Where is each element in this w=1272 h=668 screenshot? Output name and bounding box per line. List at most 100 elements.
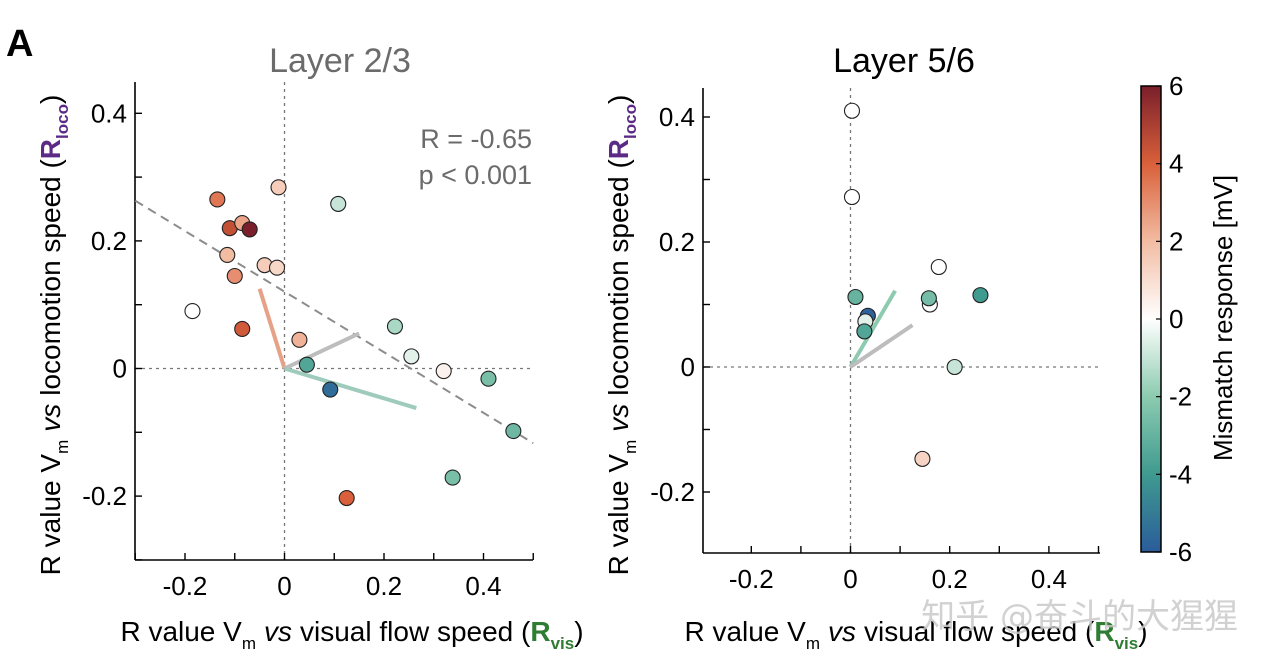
panel-layer-2-3: -0.2 0 0.2 0.4 -0.2 0 0.2 0.4 Layer 2/3 R = -0… [35,42,584,653]
x-label-sub: m [806,634,820,653]
colorbar-tick-label: -4 [1169,459,1192,489]
y-label-close: ) [603,95,634,104]
data-point [444,469,461,486]
stats-p: p < 0.001 [419,160,532,190]
vector-negative [283,366,417,410]
data-point [403,348,420,365]
vector-positive [257,288,287,370]
x-label-rest: visual flow speed ( [300,616,531,647]
y-tick-label: 0.2 [659,227,695,257]
zero-reference-lines [703,88,1100,553]
x-tick-label: -0.2 [163,571,208,601]
colorbar: 6 4 2 0 -2 -4 -6 Mismatch response [mV] [1140,71,1238,567]
x-label-close: ) [1138,616,1147,647]
mean-vectors [257,288,417,410]
panel-letter: A [6,23,33,65]
y-axis-label: R value Vm vs locomotion speed (Rloco) [603,95,640,576]
regression-line [134,199,534,445]
x-label-vs: vs [828,616,856,647]
x-tick-label: 0.2 [932,564,968,594]
data-point [480,370,497,387]
data-point [184,303,201,320]
data-points [184,179,522,507]
data-point [914,450,931,467]
x-label-close: ) [574,616,583,647]
data-point [920,290,937,307]
y-label-part: R value V [603,454,634,576]
x-tick-label: 0.4 [465,571,501,601]
colorbar-tick-label: -6 [1169,537,1192,567]
data-points [843,102,989,467]
y-label-r: R [35,139,66,159]
y-label-r: R [603,139,634,159]
stats-r: R = -0.65 [420,124,532,154]
mean-vectors [848,289,914,369]
colorbar-label: Mismatch response [mV] [1208,175,1238,461]
data-point [856,323,873,340]
data-point [241,221,258,238]
vector-neutral [283,331,360,371]
y-tick-label: -0.2 [82,481,127,511]
data-point [298,356,315,373]
x-label-r-sub: vis [1115,634,1139,653]
y-label-close: ) [35,95,66,104]
x-axis-label: R value Vm vs visual flow speed (Rvis) [120,616,583,653]
data-point [435,363,452,380]
chart-title: Layer 2/3 [269,42,411,80]
data-point [843,102,861,119]
chart-title: Layer 5/6 [833,42,975,80]
colorbar-tick-label: 0 [1169,304,1183,334]
x-tick-label: 0.2 [366,571,402,601]
watermark: 知乎 @奋斗的大猩猩 [921,597,1238,637]
y-label-rest: locomotion speed ( [35,159,66,396]
data-point [234,320,251,337]
y-label-r-sub: loco [53,104,72,139]
y-label-vs: vs [603,404,634,432]
data-point [338,489,355,507]
y-tick-label: 0 [681,352,695,382]
data-point [843,188,861,206]
x-axis-label: R value Vm vs visual flow speed (Rvis) [684,616,1147,653]
x-label-vs: vs [264,616,292,647]
data-point [505,422,522,440]
data-point [386,318,403,335]
data-point [972,287,989,304]
axes [134,82,534,561]
y-label-vs: vs [35,404,66,432]
data-point [946,358,963,376]
y-label-rest: locomotion speed ( [603,159,634,396]
x-tick-label: 0.4 [1031,564,1067,594]
y-tick-label: 0 [113,354,127,384]
colorbar-tick-label: -2 [1169,382,1192,412]
y-tick-label: 0.4 [91,98,127,128]
y-label-sub: m [621,440,640,454]
colorbar-tick-label: 2 [1169,226,1183,256]
colorbar-tick-label: 6 [1169,71,1183,101]
y-tick-label: 0.4 [659,102,695,132]
x-label-r: R [530,616,550,647]
data-point [330,195,347,212]
data-point [268,259,286,276]
data-point [209,191,226,208]
x-label-sub: m [242,634,256,653]
y-label-r-sub: loco [621,104,640,139]
panel-layer-5-6: -0.2 0 0.2 0.4 -0.2 0 0.2 0.4 Layer 5/6 R valu… [603,42,1148,653]
vector-neutral [849,323,914,369]
data-point [322,381,339,398]
data-point [291,331,308,348]
x-tick-label: -0.2 [729,564,774,594]
vector-negative [848,289,897,369]
x-tick-labels: -0.2 0 0.2 0.4 [729,564,1067,594]
x-tick-label: 0 [843,564,857,594]
data-point [847,288,864,306]
y-tick-labels: -0.2 0 0.2 0.4 [650,102,695,507]
data-point [270,179,287,196]
data-point [930,258,947,276]
regression-line [134,199,534,445]
data-point [219,246,236,263]
colorbar-ticks: 6 4 2 0 -2 -4 -6 [1156,71,1192,567]
y-tick-label: 0.2 [91,226,127,256]
y-axis-label: R value Vm vs locomotion speed (Rloco) [35,95,72,576]
x-label-part: R value V [684,616,806,647]
